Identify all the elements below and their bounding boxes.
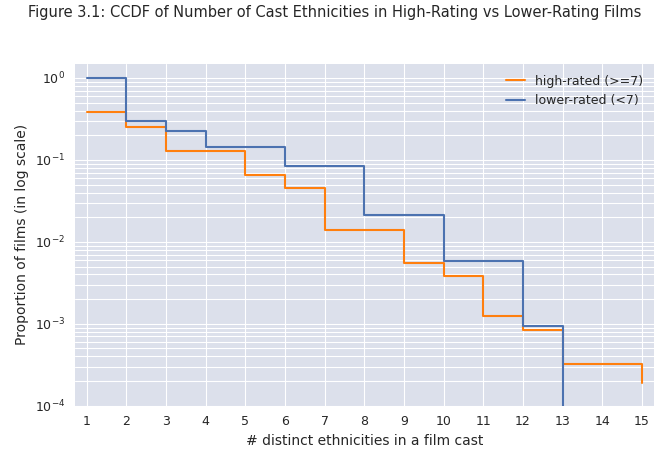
lower-rated (<7) (281, 163, 289, 169)
Line: lower-rated (<7): lower-rated (<7) (86, 78, 563, 424)
lower-rated (<7) (400, 213, 408, 218)
high-rated (>=7) (320, 186, 328, 191)
lower-rated (<7) (162, 128, 170, 134)
lower-rated (<7) (559, 421, 567, 427)
lower-rated (<7) (519, 258, 527, 264)
lower-rated (<7) (519, 323, 527, 328)
high-rated (>=7) (320, 227, 328, 232)
high-rated (>=7) (638, 380, 646, 386)
lower-rated (<7) (201, 144, 209, 150)
high-rated (>=7) (559, 362, 567, 367)
high-rated (>=7) (281, 186, 289, 191)
high-rated (>=7) (320, 227, 328, 232)
Line: high-rated (>=7): high-rated (>=7) (86, 113, 642, 383)
high-rated (>=7) (162, 148, 170, 153)
high-rated (>=7) (638, 380, 646, 386)
high-rated (>=7) (281, 172, 289, 178)
high-rated (>=7) (440, 274, 448, 279)
lower-rated (<7) (320, 163, 328, 169)
lower-rated (<7) (559, 323, 567, 328)
high-rated (>=7) (638, 362, 646, 367)
lower-rated (<7) (559, 323, 567, 328)
high-rated (>=7) (361, 227, 369, 232)
lower-rated (<7) (162, 128, 170, 134)
high-rated (>=7) (162, 148, 170, 153)
high-rated (>=7) (400, 260, 408, 266)
high-rated (>=7) (242, 148, 250, 153)
high-rated (>=7) (519, 327, 527, 332)
high-rated (>=7) (122, 110, 130, 115)
high-rated (>=7) (242, 172, 250, 178)
Text: Figure 3.1: CCDF of Number of Cast Ethnicities in High-Rating vs Lower-Rating Fi: Figure 3.1: CCDF of Number of Cast Ethni… (28, 5, 641, 19)
lower-rated (<7) (242, 144, 250, 150)
high-rated (>=7) (201, 148, 209, 153)
high-rated (>=7) (559, 327, 567, 332)
lower-rated (<7) (440, 258, 448, 264)
high-rated (>=7) (559, 362, 567, 367)
high-rated (>=7) (440, 274, 448, 279)
lower-rated (<7) (480, 258, 488, 264)
high-rated (>=7) (201, 148, 209, 153)
high-rated (>=7) (480, 313, 488, 319)
lower-rated (<7) (361, 213, 369, 218)
lower-rated (<7) (201, 128, 209, 134)
high-rated (>=7) (162, 125, 170, 130)
lower-rated (<7) (281, 144, 289, 150)
lower-rated (<7) (480, 258, 488, 264)
high-rated (>=7) (122, 125, 130, 130)
lower-rated (<7) (519, 323, 527, 328)
lower-rated (<7) (242, 144, 250, 150)
Legend: high-rated (>=7), lower-rated (<7): high-rated (>=7), lower-rated (<7) (501, 70, 648, 112)
lower-rated (<7) (122, 118, 130, 124)
lower-rated (<7) (320, 163, 328, 169)
lower-rated (<7) (400, 213, 408, 218)
high-rated (>=7) (480, 274, 488, 279)
high-rated (>=7) (519, 327, 527, 332)
lower-rated (<7) (440, 213, 448, 218)
high-rated (>=7) (361, 227, 369, 232)
high-rated (>=7) (400, 260, 408, 266)
high-rated (>=7) (400, 227, 408, 232)
lower-rated (<7) (320, 163, 328, 169)
lower-rated (<7) (361, 163, 369, 169)
lower-rated (<7) (480, 258, 488, 264)
high-rated (>=7) (242, 172, 250, 178)
lower-rated (<7) (201, 144, 209, 150)
lower-rated (<7) (122, 118, 130, 124)
high-rated (>=7) (440, 260, 448, 266)
Y-axis label: Proportion of films (in log scale): Proportion of films (in log scale) (15, 124, 29, 345)
high-rated (>=7) (519, 313, 527, 319)
lower-rated (<7) (82, 75, 90, 81)
X-axis label: # distinct ethnicities in a film cast: # distinct ethnicities in a film cast (246, 434, 483, 448)
lower-rated (<7) (281, 163, 289, 169)
high-rated (>=7) (480, 313, 488, 319)
lower-rated (<7) (400, 213, 408, 218)
high-rated (>=7) (361, 227, 369, 232)
high-rated (>=7) (281, 186, 289, 191)
lower-rated (<7) (559, 323, 567, 328)
high-rated (>=7) (201, 148, 209, 153)
lower-rated (<7) (122, 75, 130, 81)
high-rated (>=7) (638, 380, 646, 386)
lower-rated (<7) (440, 258, 448, 264)
lower-rated (<7) (242, 144, 250, 150)
high-rated (>=7) (82, 110, 90, 115)
lower-rated (<7) (361, 213, 369, 218)
high-rated (>=7) (122, 125, 130, 130)
lower-rated (<7) (162, 118, 170, 124)
